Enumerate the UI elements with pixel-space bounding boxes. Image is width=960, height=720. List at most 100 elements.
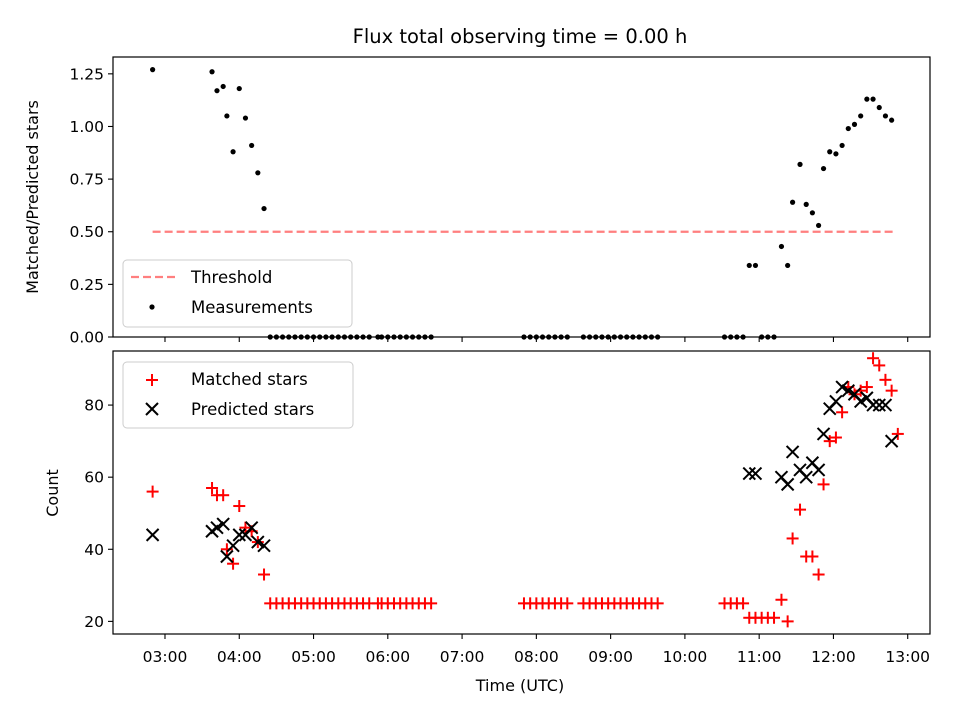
predicted-star-point <box>785 445 800 459</box>
measurement-point <box>746 262 752 269</box>
measurement-point <box>876 104 882 111</box>
measurement-point <box>236 85 242 92</box>
measurement-point <box>815 222 822 229</box>
bottom-ytick-label: 20 <box>84 613 104 631</box>
measurement-point <box>870 96 876 102</box>
predicted-star-point <box>835 380 849 394</box>
measurement-point <box>752 262 759 269</box>
bottom-xtick-label: 10:00 <box>663 648 708 666</box>
matched-star-point <box>220 543 233 556</box>
bottom-panel-frame <box>112 350 931 635</box>
legend-measurements-label: Measurements <box>191 298 313 317</box>
bottom-panel: Count Time (UTC) 20 40 60 80 03:00 04:00 05:0… <box>43 350 931 695</box>
predicted-star-point <box>232 528 246 542</box>
measurement-point <box>851 121 858 127</box>
top-ytick-label: 1.25 <box>69 65 104 83</box>
measurement-point <box>820 165 827 172</box>
top-panel: Flux total observing time = 0.00 h Match… <box>23 25 931 347</box>
bottom-xtick-label: 03:00 <box>143 648 188 666</box>
matched-star-point <box>854 384 867 397</box>
measurement-point <box>224 113 230 119</box>
matched-star-point <box>860 381 873 394</box>
predicted-star-point <box>853 394 868 409</box>
bottom-xtick-label: 06:00 <box>365 648 410 666</box>
top-legend-box <box>122 259 353 328</box>
matched-star-point <box>781 615 794 628</box>
bottom-xtick-label: 05:00 <box>291 648 336 666</box>
measurement-point <box>778 243 785 250</box>
matched-star-point <box>829 431 842 444</box>
measurement-point <box>785 262 791 269</box>
measurement-point <box>261 205 267 212</box>
top-panel-title: Flux total observing time = 0.00 h <box>353 25 688 48</box>
measurement-point <box>214 88 220 94</box>
predicted-star-point <box>884 434 899 448</box>
predicted-star-point <box>226 538 240 553</box>
matched-star-point <box>239 521 252 534</box>
bottom-legend-box <box>122 361 354 429</box>
predicted-star-point <box>220 549 234 564</box>
top-ytick-label: 0.75 <box>69 171 104 189</box>
bottom-ytick-label: 60 <box>84 469 104 487</box>
legend-matched-swatch <box>146 374 158 386</box>
predicted-star-point <box>878 398 893 412</box>
measurement-point <box>839 142 845 149</box>
matched-star-point <box>867 352 880 365</box>
matched-star-point <box>651 597 664 610</box>
measurement-point <box>255 170 261 176</box>
matched-star-point <box>206 481 219 494</box>
measurement-point <box>827 149 833 155</box>
measurement-point <box>797 161 803 167</box>
measurement-point <box>809 210 816 216</box>
bottom-panel-xlabel: Time (UTC) <box>475 676 564 695</box>
measurement-point <box>789 199 796 205</box>
measurement-point <box>882 113 889 119</box>
predicted-star-point <box>251 535 265 549</box>
matched-star-point <box>737 597 750 610</box>
predicted-star-point <box>145 528 160 542</box>
measurement-point <box>803 201 809 207</box>
top-y-ticks: 0.00 0.25 0.50 0.75 1.00 1.25 <box>69 65 113 347</box>
legend-measurements-swatch <box>149 304 155 310</box>
measurement-point <box>209 69 215 75</box>
matched-star-point <box>146 485 159 498</box>
bottom-xtick-label: 08:00 <box>514 648 559 666</box>
bottom-ytick-label: 40 <box>84 541 104 559</box>
legend-matched-label: Matched stars <box>191 370 308 389</box>
top-legend: Threshold Measurements <box>122 259 353 328</box>
predicted-star-point <box>872 398 886 412</box>
measurement-point <box>845 125 851 132</box>
bottom-xtick-label: 12:00 <box>811 648 856 666</box>
bottom-xtick-label: 13:00 <box>885 648 930 666</box>
predicted-star-point <box>816 427 831 441</box>
top-ytick-label: 0.50 <box>69 223 104 241</box>
predicted-star-point <box>866 398 880 412</box>
predicted-star-point <box>780 477 795 492</box>
measurement-point <box>150 67 156 73</box>
matched-star-point <box>227 557 240 570</box>
predicted-star-point <box>216 517 230 531</box>
predicted-star-point <box>257 538 271 553</box>
bottom-xtick-label: 04:00 <box>217 648 262 666</box>
matched-star-point <box>891 427 904 440</box>
predicted-star-point <box>748 466 763 481</box>
matched-star-point <box>794 503 807 516</box>
predicted-star-point <box>829 394 843 409</box>
matched-star-point <box>233 500 246 513</box>
bottom-panel-ylabel: Count <box>43 469 62 517</box>
measurement-point <box>858 113 864 119</box>
matched-star-point <box>879 373 892 386</box>
measurement-point <box>833 151 839 157</box>
matched-star-point <box>768 611 781 624</box>
bottom-y-ticks: 20 40 60 80 <box>84 397 113 631</box>
measurement-point <box>889 117 895 123</box>
predicted-star-point <box>210 520 224 535</box>
matched-star-point <box>786 532 799 545</box>
bottom-xtick-label: 07:00 <box>440 648 485 666</box>
predicted-star-point <box>244 520 259 535</box>
matched-star-point <box>873 359 886 372</box>
matched-star-point <box>817 478 830 491</box>
legend-predicted-label: Predicted stars <box>191 400 314 419</box>
